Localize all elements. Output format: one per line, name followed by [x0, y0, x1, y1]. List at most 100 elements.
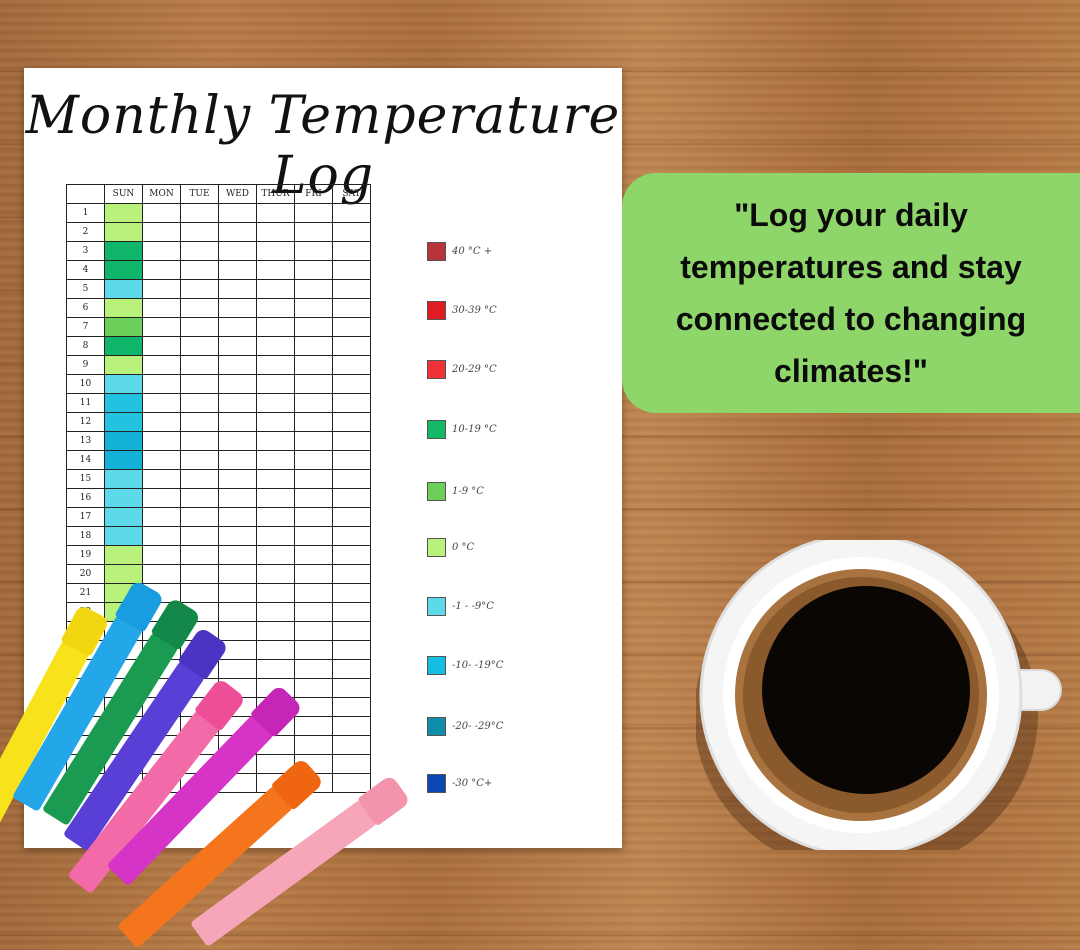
temperature-cell-sun [104, 526, 143, 546]
legend-swatch [427, 300, 446, 320]
table-row: 6 [66, 298, 371, 318]
empty-cell [332, 697, 371, 717]
temperature-cell-wed [218, 583, 257, 603]
table-row: 14 [66, 450, 371, 470]
quote-text: "Log your daily temperatures and stay co… [675, 197, 1027, 389]
header-sun: SUN [104, 184, 143, 204]
row-number: 19 [66, 545, 105, 565]
temperature-cell-sat [332, 260, 371, 280]
temperature-cell-sat [332, 564, 371, 584]
temperature-cell-sat [332, 431, 371, 451]
row-number: 9 [66, 355, 105, 375]
temperature-cell-tue [180, 526, 219, 546]
temperature-cell-mon [142, 355, 181, 375]
legend-item: -20- -29°C [427, 716, 503, 736]
temperature-cell-sat [332, 222, 371, 242]
legend-item: -1 - -9°C [427, 596, 494, 616]
temperature-cell-sun [104, 469, 143, 489]
temperature-cell-tue [180, 393, 219, 413]
table-row: 12 [66, 412, 371, 432]
temperature-cell-tue [180, 336, 219, 356]
table-row: 10 [66, 374, 371, 394]
temperature-cell-sun [104, 412, 143, 432]
temperature-cell-mon [142, 450, 181, 470]
temperature-cell-sat [332, 450, 371, 470]
temperature-cell-fri [294, 526, 333, 546]
legend-item: 40 °C + [427, 241, 492, 261]
temperature-cell-wed [218, 602, 257, 622]
temperature-cell-tue [180, 222, 219, 242]
table-row: 5 [66, 279, 371, 299]
row-number: 15 [66, 469, 105, 489]
temperature-cell-tue [180, 279, 219, 299]
temperature-cell-sat [332, 374, 371, 394]
empty-cell [294, 621, 333, 641]
legend-item: 20-29 °C [427, 359, 497, 379]
table-row: 3 [66, 241, 371, 261]
table-row: 17 [66, 507, 371, 527]
legend-label: 10-19 °C [452, 423, 497, 435]
temperature-cell-sun [104, 222, 143, 242]
temperature-cell-thur [256, 564, 295, 584]
table-row: 11 [66, 393, 371, 413]
temperature-cell-mon [142, 298, 181, 318]
row-number: 11 [66, 393, 105, 413]
temperature-cell-thur [256, 317, 295, 337]
temperature-cell-mon [142, 203, 181, 223]
temperature-cell-mon [142, 431, 181, 451]
row-number: 14 [66, 450, 105, 470]
temperature-cell-sun [104, 545, 143, 565]
legend-label: -10- -19°C [452, 659, 504, 671]
legend-swatch [427, 716, 446, 736]
empty-cell [332, 678, 371, 698]
row-number: 8 [66, 336, 105, 356]
quote-banner: "Log your daily temperatures and stay co… [622, 173, 1080, 413]
temperature-cell-fri [294, 507, 333, 527]
table-row: 1 [66, 203, 371, 223]
temperature-cell-fri [294, 260, 333, 280]
temperature-cell-mon [142, 279, 181, 299]
printable-sheet: Monthly Temperature Log SUN MON TUE WED … [24, 68, 622, 848]
table-row: 9 [66, 355, 371, 375]
temperature-cell-mon [142, 393, 181, 413]
legend-item: 10-19 °C [427, 419, 497, 439]
temperature-cell-fri [294, 374, 333, 394]
temperature-cell-sat [332, 488, 371, 508]
temperature-cell-thur [256, 507, 295, 527]
temperature-cell-tue [180, 469, 219, 489]
table-row: 2 [66, 222, 371, 242]
empty-cell [294, 678, 333, 698]
temperature-cell-sun [104, 488, 143, 508]
temperature-cell-sat [332, 545, 371, 565]
legend-label: 1-9 °C [452, 485, 484, 497]
temperature-cell-mon [142, 469, 181, 489]
temperature-cell-thur [256, 279, 295, 299]
table-row: 15 [66, 469, 371, 489]
temperature-cell-thur [256, 450, 295, 470]
header-thur: THUR [256, 184, 295, 204]
table-row: 20 [66, 564, 371, 584]
temperature-cell-thur [256, 412, 295, 432]
temperature-cell-fri [294, 355, 333, 375]
temperature-cell-thur [256, 602, 295, 622]
row-number: 1 [66, 203, 105, 223]
temperature-cell-sat [332, 241, 371, 261]
table-row: 22 [66, 602, 371, 622]
temperature-cell-wed [218, 526, 257, 546]
row-number: 4 [66, 260, 105, 280]
sheet-title: Monthly Temperature Log [25, 86, 621, 206]
temperature-cell-mon [142, 241, 181, 261]
temperature-cell-wed [218, 450, 257, 470]
empty-cell [218, 659, 257, 679]
coffee-mug-image [696, 540, 1062, 850]
temperature-cell-sun [104, 355, 143, 375]
temperature-cell-wed [218, 203, 257, 223]
temperature-cell-fri [294, 583, 333, 603]
empty-cell [294, 735, 333, 755]
temperature-cell-sat [332, 203, 371, 223]
temperature-cell-tue [180, 545, 219, 565]
temperature-cell-sat [332, 355, 371, 375]
empty-cell [294, 716, 333, 736]
temperature-cell-tue [180, 564, 219, 584]
temperature-cell-sat [332, 279, 371, 299]
